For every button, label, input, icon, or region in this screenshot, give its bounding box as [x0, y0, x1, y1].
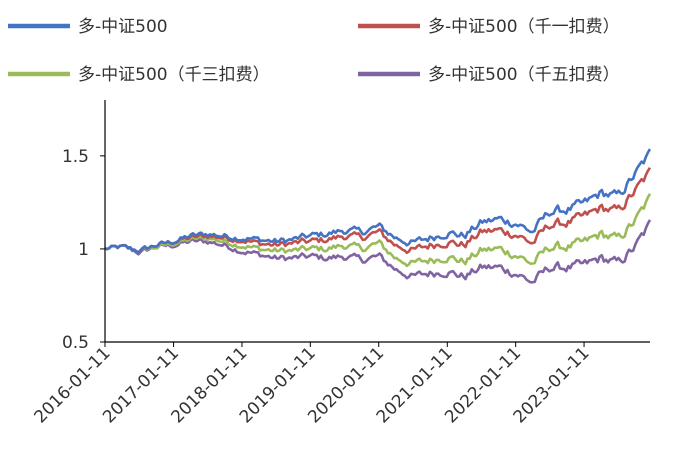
y-tick-label: 0.5: [62, 333, 89, 353]
series-line-2: [104, 166, 652, 255]
series-line-1: [104, 148, 652, 254]
legend-label-4: 多-中证500（千五扣费）: [428, 65, 620, 85]
legend: 多-中证500 多-中证500（千一扣费） 多-中证500（千三扣费） 多-中证500…: [8, 17, 620, 85]
series-line-3: [104, 193, 652, 268]
plot-lines: [104, 148, 652, 284]
y-tick-label: 1.5: [62, 147, 89, 167]
y-tick-label: 1: [78, 240, 89, 260]
legend-label-3: 多-中证500（千三扣费）: [78, 65, 270, 85]
series-line-4: [104, 219, 652, 284]
legend-label-2: 多-中证500（千一扣费）: [428, 17, 620, 37]
legend-label-1: 多-中证500: [78, 17, 168, 37]
